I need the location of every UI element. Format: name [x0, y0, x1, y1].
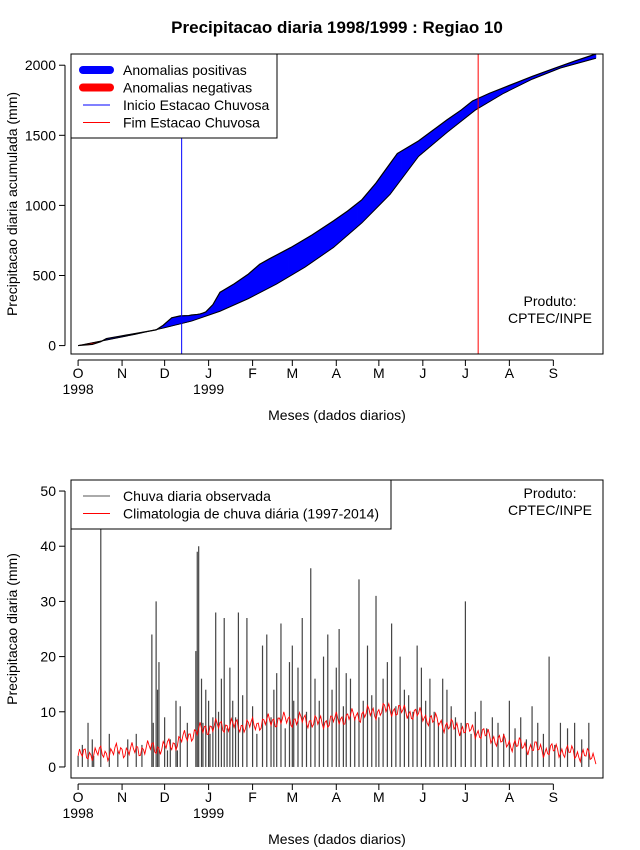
x-tick-label: O: [73, 789, 84, 805]
legend-label: Anomalias positivas: [123, 62, 247, 78]
x-tick-label: S: [549, 789, 558, 805]
x-tick-label: F: [248, 365, 257, 381]
legend-box: [70, 479, 392, 530]
x-axis-label: Meses (dados diarios): [268, 407, 406, 423]
legend: Chuva diaria observada Climatologia de ch…: [70, 479, 392, 530]
chart-title: Precipitacao diaria 1998/1999 : Regiao 1…: [171, 18, 503, 37]
x-tick-label: N: [117, 365, 127, 381]
x-tick-label: M: [373, 365, 385, 381]
x-tick-label: A: [332, 365, 342, 381]
legend-label: Fim Estacao Chuvosa: [123, 115, 260, 131]
y-tick-label: 1000: [25, 197, 56, 213]
year-label: 1998: [63, 381, 94, 397]
x-tick-label: J: [205, 789, 212, 805]
year-label: 1999: [193, 805, 224, 821]
y-tick-label: 2000: [25, 57, 56, 73]
chart-panel-2: 0 10 20 30 40 50 Precipitacao diaria (mm) O N D J F…: [4, 479, 604, 847]
legend-label: Anomalias negativas: [123, 80, 252, 96]
legend-label: Chuva diaria observada: [123, 488, 271, 504]
x-tick-label: D: [160, 789, 170, 805]
y-tick-label: 40: [40, 538, 56, 554]
x-tick-label: F: [248, 789, 257, 805]
y-tick-label: 20: [40, 649, 56, 665]
x-tick-label: J: [462, 789, 469, 805]
y-tick-label: 30: [40, 593, 56, 609]
legend-label: Inicio Estacao Chuvosa: [123, 97, 270, 113]
x-tick-label: A: [505, 365, 515, 381]
product-credit-text: Produto:: [524, 293, 577, 309]
climatology-accumulated-line: [77, 57, 597, 347]
y-tick-label: 50: [40, 483, 56, 499]
year-label: 1998: [63, 805, 94, 821]
x-tick-label: J: [462, 365, 469, 381]
x-tick-label: J: [205, 365, 212, 381]
y-tick-label: 500: [33, 267, 57, 283]
product-credit-text: CPTEC/INPE: [508, 310, 592, 326]
legend-label: Climatologia de chuva diária (1997-2014): [123, 506, 379, 522]
y-tick-label: 10: [40, 704, 56, 720]
legend: Anomalias positivas Anomalias negativasIn…: [70, 53, 278, 139]
x-tick-label: M: [286, 789, 298, 805]
x-tick-label: J: [419, 789, 426, 805]
x-tick-label: D: [160, 365, 170, 381]
x-tick-label: S: [549, 365, 558, 381]
chart-panel-1: Precipitacao diaria 1998/1999 : Regiao 1…: [4, 18, 604, 423]
plot-frame: [70, 53, 604, 355]
x-tick-label: A: [332, 789, 342, 805]
x-tick-label: A: [505, 789, 515, 805]
y-tick-label: 0: [48, 338, 56, 354]
x-tick-label: O: [73, 365, 84, 381]
x-tick-label: M: [286, 365, 298, 381]
x-tick-label: J: [419, 365, 426, 381]
year-label: 1999: [193, 381, 224, 397]
product-credit-text: Produto:: [524, 485, 577, 501]
y-tick-label: 0: [48, 759, 56, 775]
x-tick-label: M: [373, 789, 385, 805]
product-credit-text: CPTEC/INPE: [508, 502, 592, 518]
x-tick-label: N: [117, 789, 127, 805]
y-axis-label: Precipitacao diaria (mm): [4, 553, 20, 705]
x-axis-label: Meses (dados diarios): [268, 831, 406, 847]
y-tick-label: 1500: [25, 127, 56, 143]
climatology-daily-line: [77, 702, 597, 765]
y-axis-label: Precipitacao diaria acumulada (mm): [4, 92, 20, 316]
